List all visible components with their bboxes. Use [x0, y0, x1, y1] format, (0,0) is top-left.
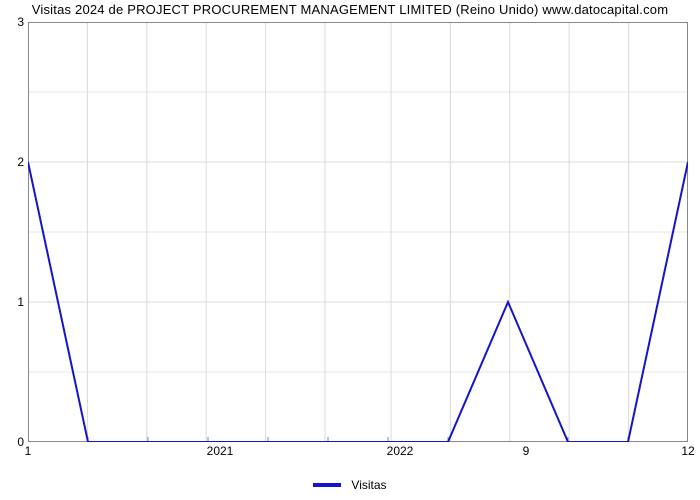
chart-container: Visitas 2024 de PROJECT PROCUREMENT MANA…	[0, 0, 700, 500]
y-tick: 1	[4, 295, 24, 309]
x-tick: 1	[25, 444, 32, 458]
y-tick: 0	[4, 435, 24, 449]
x-tick: 9	[523, 444, 530, 458]
legend-label: Visitas	[351, 478, 386, 492]
y-tick: 2	[4, 155, 24, 169]
plot-svg	[28, 22, 688, 442]
chart-title: Visitas 2024 de PROJECT PROCUREMENT MANA…	[0, 2, 700, 17]
x-tick: 12	[681, 444, 694, 458]
legend-swatch	[313, 483, 341, 487]
plot-area	[28, 22, 688, 442]
x-tick: 2022	[387, 444, 414, 458]
x-tick: 2021	[207, 444, 234, 458]
y-tick: 3	[4, 15, 24, 29]
legend: Visitas	[0, 478, 700, 492]
